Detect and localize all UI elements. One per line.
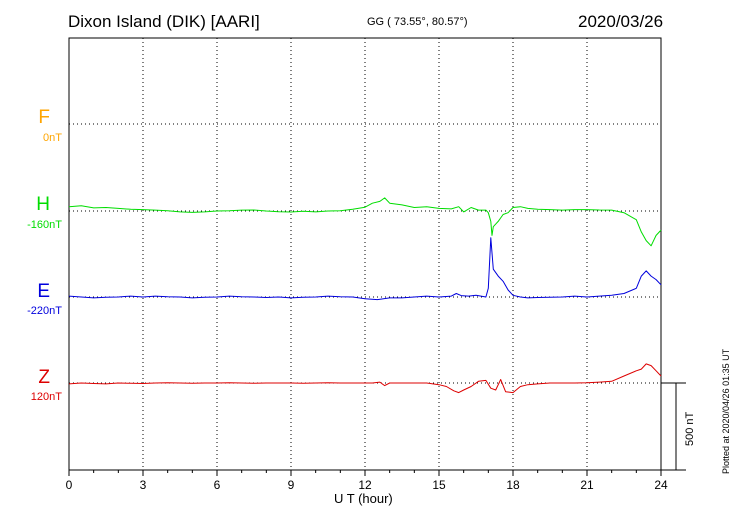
x-tick-label: 24: [654, 478, 668, 492]
x-tick-label: 0: [66, 478, 73, 492]
x-tick-label: 21: [580, 478, 594, 492]
series-line-e: [68, 237, 662, 301]
x-axis-ticks: 0 3 6 9 12 15 18 21 24: [66, 470, 668, 492]
x-tick-label: 15: [432, 478, 446, 492]
grid: [69, 38, 661, 470]
x-tick-label: 9: [288, 478, 295, 492]
component-base-e: -220nT: [27, 305, 62, 317]
x-tick-label: 3: [140, 478, 147, 492]
component-label-z: Z: [38, 367, 50, 388]
x-tick-label: 18: [506, 478, 520, 492]
component-base-h: -160nT: [27, 219, 62, 231]
component-base-z: 120nT: [30, 391, 62, 403]
component-label-f: F: [38, 107, 50, 128]
x-tick-label: 6: [214, 478, 221, 492]
x-axis-label: U T (hour): [334, 491, 393, 506]
x-tick-label: 12: [358, 478, 372, 492]
date-label: 2020/03/26: [578, 12, 664, 31]
component-label-h: H: [36, 194, 50, 215]
series-line-h: [68, 197, 662, 247]
scale-bar: [661, 382, 686, 471]
series-line-z: [68, 363, 662, 394]
scale-bar-label: 500 nT: [684, 411, 696, 446]
chart-title: Dixon Island (DIK) [AARI]: [68, 12, 260, 31]
component-base-f: 0nT: [43, 132, 62, 144]
series-group: [68, 197, 662, 394]
coordinates-label: GG ( 73.55°, 80.57°): [367, 16, 468, 28]
plotted-timestamp: Plotted at 2020/04/26 01:35 UT: [721, 348, 730, 474]
component-label-e: E: [37, 281, 50, 302]
